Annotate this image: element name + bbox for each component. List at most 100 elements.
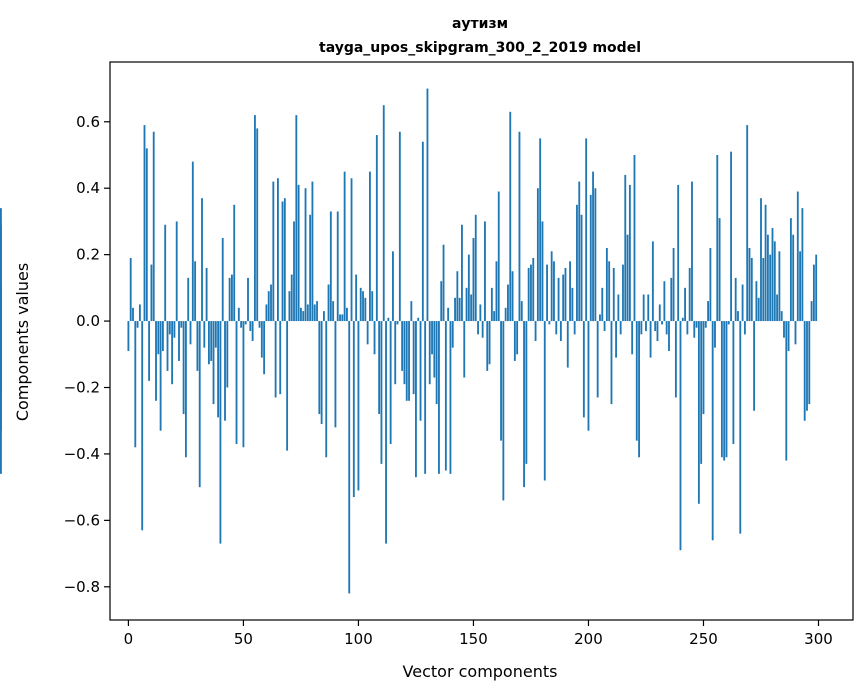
bar [394,321,397,385]
bar [702,321,705,415]
bar [219,321,222,544]
bar [794,321,797,345]
bar [0,321,2,395]
bar [748,248,751,322]
bar [311,181,314,322]
bar [785,321,788,461]
bar [355,274,358,322]
bar [647,294,650,322]
y-tick-label: −0.2 [64,379,100,397]
bar [693,321,696,338]
bar [677,184,680,322]
bar [180,321,183,328]
bar [541,221,544,322]
bar [442,244,445,322]
bar [612,267,615,322]
bar [661,321,663,325]
bar [617,294,620,322]
bar [221,238,224,322]
bar [479,304,482,322]
bar [723,321,726,461]
bar [700,321,703,464]
bar [762,257,765,322]
bar [433,321,436,378]
bar [408,321,410,401]
bar [136,321,139,328]
bar [138,304,141,322]
bar [562,274,565,322]
bar [304,188,307,322]
bar [410,301,413,322]
bar [628,184,631,322]
bar [283,198,286,322]
bar [576,204,578,322]
bar [378,321,381,415]
bar [240,321,243,328]
bar [688,267,691,322]
bar [559,321,562,341]
bar [403,321,406,385]
bar [309,214,312,322]
bar [318,321,321,415]
bar-series [0,88,818,594]
bar [458,297,461,322]
bar [484,221,486,322]
bar [373,321,376,355]
bar [656,321,659,341]
bar [527,267,530,322]
bar [684,287,686,322]
bar [293,221,295,322]
bar [224,321,226,421]
bar [619,321,622,335]
bar [247,277,249,322]
bar [530,264,532,322]
bar [300,307,302,322]
bar [281,201,284,322]
plot-frame [109,61,854,621]
bar [651,241,654,322]
y-tick-label: 0.2 [76,246,100,264]
bar [456,271,459,322]
bar [495,261,498,322]
bar [603,321,606,332]
bar [421,141,424,322]
bar [184,321,187,458]
bar [267,291,270,322]
bar [0,284,2,322]
bar [187,277,190,322]
bar [249,321,252,332]
bar [346,307,348,322]
bar [808,321,811,405]
bar [382,105,385,322]
bar [313,304,316,322]
bar [555,321,558,335]
bar [773,241,776,322]
bar [451,321,454,348]
y-tick-label: 0.6 [76,113,100,131]
bar [783,321,785,338]
x-tick-label: 150 [459,630,488,648]
bar [132,307,134,322]
bar [297,184,300,322]
bar [161,321,164,351]
bar [152,131,155,322]
bar [389,321,392,444]
bar [732,321,735,444]
bar [258,321,261,328]
bar [801,208,804,322]
bar [228,277,231,322]
bar [679,321,682,551]
bar [654,321,657,332]
bar [320,321,323,425]
bar [251,321,254,341]
bar [254,115,256,322]
bar [546,264,548,322]
bar [803,321,806,421]
bar [369,171,371,322]
bar [189,321,192,345]
bar [233,204,236,322]
bar [217,321,220,418]
bar [796,191,799,322]
y-tick-label: −0.6 [64,511,100,529]
